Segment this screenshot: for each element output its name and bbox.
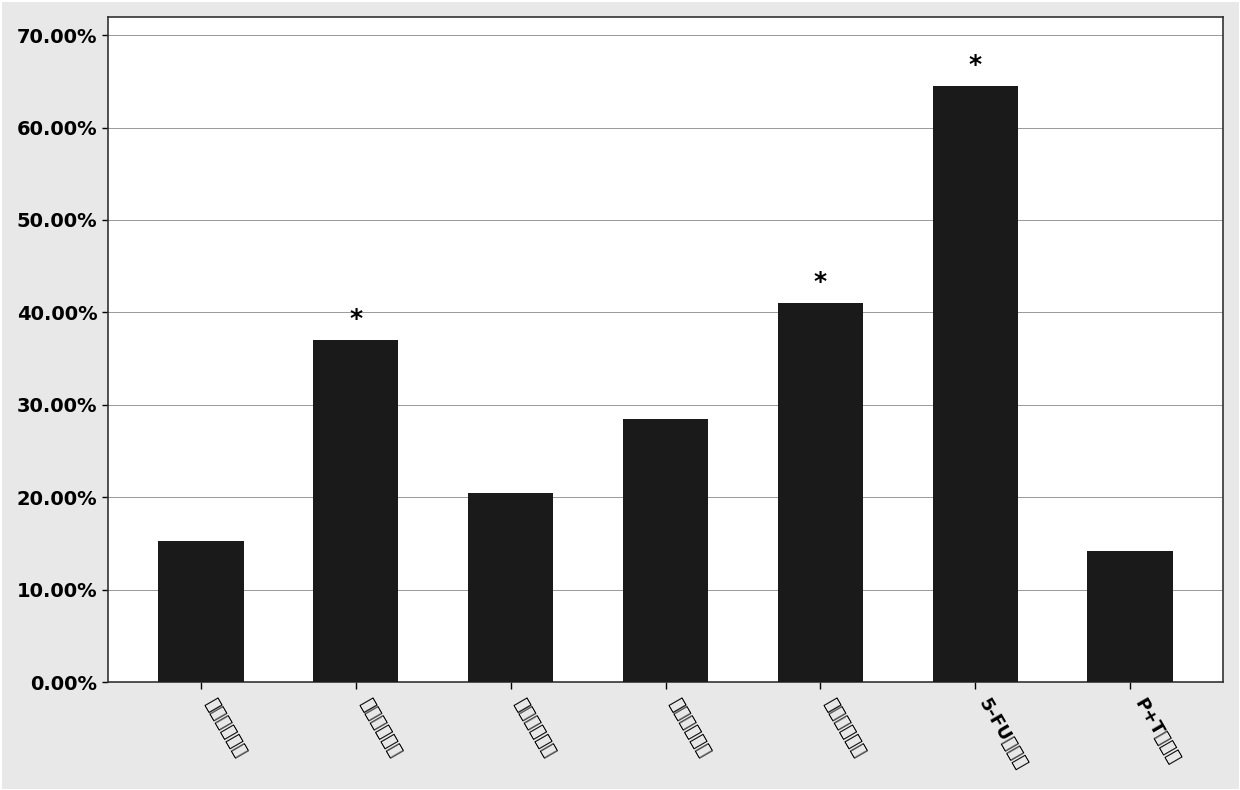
- Bar: [159, 540, 243, 682]
- Text: *: *: [350, 307, 362, 331]
- Text: *: *: [968, 53, 982, 77]
- Bar: [467, 493, 553, 682]
- Bar: [1087, 551, 1173, 682]
- Bar: [932, 86, 1018, 682]
- Bar: [314, 340, 398, 682]
- Bar: [777, 303, 863, 682]
- Text: *: *: [813, 270, 827, 294]
- Bar: [622, 419, 708, 682]
